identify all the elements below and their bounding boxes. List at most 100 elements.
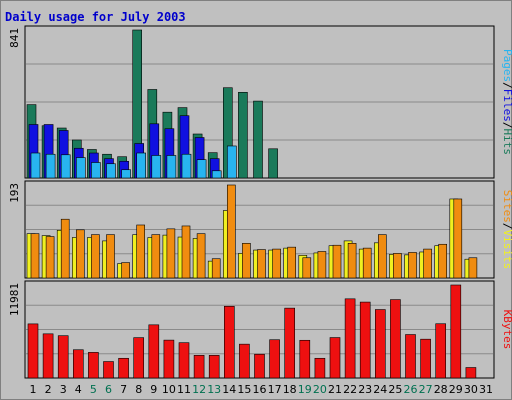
sites-bar xyxy=(438,243,448,279)
sites-bar xyxy=(287,246,297,279)
y-max-label: 193 xyxy=(8,183,21,203)
legend-hits: Hits xyxy=(501,129,512,156)
x-tick-label: 15 xyxy=(237,383,251,396)
kbytes-bar xyxy=(73,349,84,379)
kbytes-bar xyxy=(178,342,190,379)
sites-bar xyxy=(136,224,145,279)
kbytes-bar xyxy=(344,298,356,379)
kbytes-bar xyxy=(390,299,401,379)
x-tick-label: 27 xyxy=(419,383,433,396)
sites-bar xyxy=(317,251,327,279)
x-tick-label: 22 xyxy=(343,383,357,396)
pages-bar xyxy=(151,155,162,179)
sites-bar xyxy=(181,225,191,279)
pages-bar xyxy=(76,157,86,179)
x-tick-label: 26 xyxy=(404,383,418,396)
pages-bar xyxy=(30,152,41,179)
kbytes-bar xyxy=(374,309,386,379)
hits-bar xyxy=(268,148,278,179)
sites-bar xyxy=(347,243,357,279)
kbytes-bar xyxy=(254,353,265,379)
x-tick-label: 21 xyxy=(328,383,342,396)
kbytes-bar xyxy=(57,335,69,379)
series-legend: Pages/Files/Hits xyxy=(501,49,512,155)
x-tick-label: 28 xyxy=(434,383,448,396)
kbytes-bar xyxy=(359,301,371,379)
kbytes-bar xyxy=(193,355,205,379)
kbytes-bar xyxy=(329,337,341,379)
pages-bar xyxy=(211,170,222,179)
x-tick-label: 19 xyxy=(298,383,312,396)
x-tick-label: 1 xyxy=(30,383,37,396)
series-legend: Sites/Visits xyxy=(501,190,512,270)
x-tick-label: 16 xyxy=(253,383,267,396)
kbytes-bar xyxy=(103,361,114,379)
x-tick-label: 6 xyxy=(105,383,112,396)
x-tick-label: 11 xyxy=(177,383,191,396)
sites-bar xyxy=(91,234,100,279)
sites-bar xyxy=(106,234,115,279)
legend-files: Files xyxy=(501,89,512,122)
pages-bar xyxy=(91,162,101,179)
x-tick-label: 31 xyxy=(479,383,493,396)
sites-bar xyxy=(45,236,55,279)
sites-bar xyxy=(377,234,387,279)
kbytes-bar xyxy=(163,339,175,379)
pages-bar xyxy=(196,159,207,179)
pages-bar xyxy=(136,152,146,179)
kbytes-bar xyxy=(269,339,280,379)
pages-bar xyxy=(166,155,177,179)
x-tick-label: 20 xyxy=(313,383,327,396)
y-max-label: 11981 xyxy=(8,283,21,316)
kbytes-bar xyxy=(148,324,160,379)
legend-sites: Sites xyxy=(501,190,512,223)
sites-bar xyxy=(196,233,206,279)
x-tick-label: 10 xyxy=(162,383,176,396)
sites-bar xyxy=(362,247,372,279)
series-legend: KBytes xyxy=(501,310,512,350)
sites-bar xyxy=(211,258,221,279)
pages-bar xyxy=(60,154,71,179)
legend-pages: Pages xyxy=(501,49,512,82)
x-tick-label: 24 xyxy=(373,383,387,396)
pages-bar xyxy=(45,153,56,179)
sites-bar xyxy=(393,253,402,279)
x-tick-label: 23 xyxy=(358,383,372,396)
x-tick-label: 13 xyxy=(207,383,221,396)
x-tick-label: 9 xyxy=(150,383,157,396)
kbytes-bar xyxy=(465,367,477,379)
x-tick-label: 25 xyxy=(388,383,402,396)
kbytes-bar xyxy=(118,357,129,379)
x-tick-label: 5 xyxy=(90,383,97,396)
kbytes-bar xyxy=(239,343,250,379)
sites-bar xyxy=(423,248,432,279)
x-tick-label: 2 xyxy=(45,383,52,396)
x-tick-label: 14 xyxy=(222,383,236,396)
kbytes-bar xyxy=(133,337,144,379)
kbytes-bar xyxy=(435,323,447,379)
kbytes-bar xyxy=(405,334,416,379)
sites-bar xyxy=(332,244,342,279)
kbytes-bar xyxy=(208,355,220,379)
x-tick-label: 30 xyxy=(464,383,478,396)
sites-bar xyxy=(30,233,40,279)
sites-bar xyxy=(408,252,417,279)
sites-bar xyxy=(302,257,312,279)
x-tick-label: 18 xyxy=(283,383,297,396)
y-max-label: 841 xyxy=(8,28,21,48)
x-tick-label: 12 xyxy=(192,383,206,396)
pages-bar xyxy=(181,153,192,179)
sites-bar xyxy=(468,257,478,279)
sites-bar xyxy=(121,262,130,279)
legend-kbytes: KBytes xyxy=(501,310,512,350)
pages-bar xyxy=(227,145,237,179)
sites-bar xyxy=(151,234,161,279)
hits-bar xyxy=(253,100,263,179)
pages-bar xyxy=(121,169,131,179)
kbytes-bar xyxy=(42,333,54,379)
sites-bar xyxy=(242,243,251,279)
sites-bar xyxy=(257,249,266,279)
kbytes-bar xyxy=(88,352,99,379)
kbytes-bar xyxy=(314,357,326,379)
